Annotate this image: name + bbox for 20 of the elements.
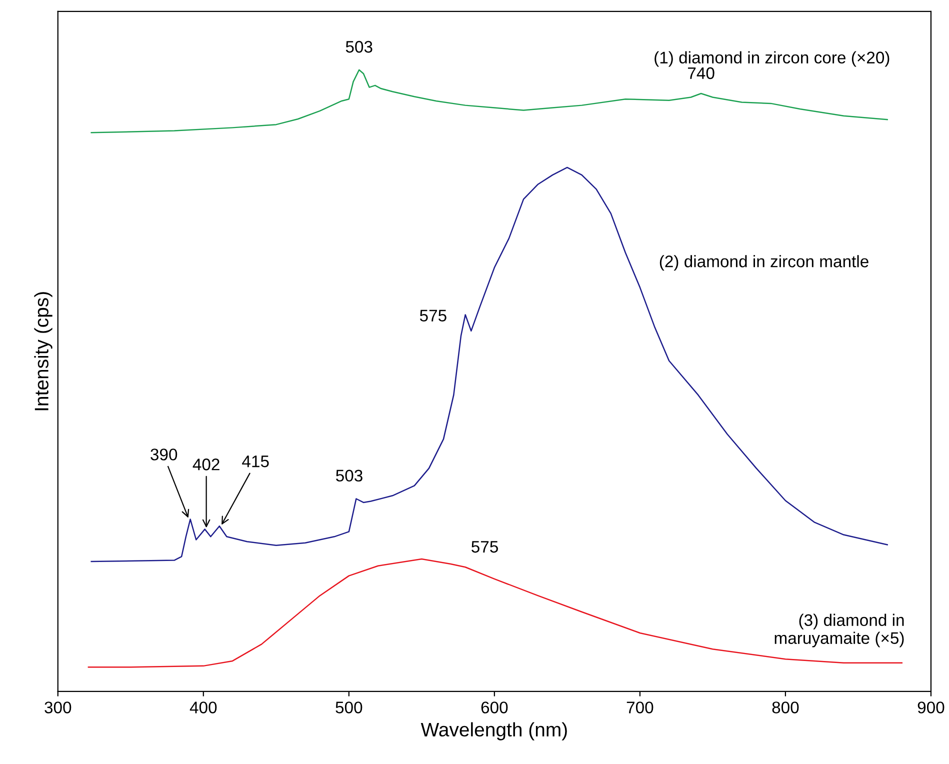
annotation: 503 <box>346 40 372 53</box>
annotation: 575 <box>420 310 446 322</box>
series-label: (2) diamond in zircon mantle <box>660 255 868 271</box>
x-tick-label: 400 <box>190 702 217 714</box>
x-tick-label: 700 <box>626 702 654 714</box>
series-label: (3) diamond in maruyamaite (×5) <box>774 614 904 648</box>
annotation: 575 <box>472 541 498 553</box>
annotation: 740 <box>688 67 714 80</box>
x-tick-label: 500 <box>336 702 362 714</box>
x-tick-label: 900 <box>918 702 944 714</box>
x-tick-label: 600 <box>481 702 508 714</box>
annotation: 402 <box>192 458 220 470</box>
series-label: (1) diamond in zircon core (×20) <box>654 51 890 67</box>
x-tick-label: 300 <box>44 702 72 714</box>
y-axis-title: Intensity (cps) <box>34 292 52 410</box>
annotation: 390 <box>150 448 178 460</box>
annotation: 415 <box>242 456 269 468</box>
x-axis-title: Wavelength (nm) <box>420 722 567 740</box>
annotation: 503 <box>336 470 362 482</box>
x-tick-label: 800 <box>772 702 799 714</box>
